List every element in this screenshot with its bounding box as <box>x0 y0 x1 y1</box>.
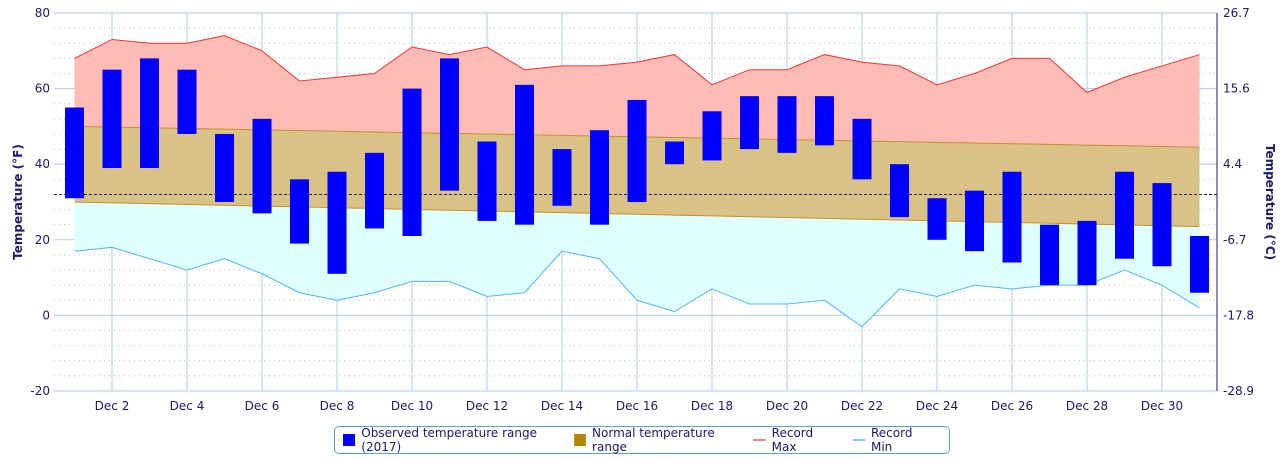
observed-bar <box>252 118 272 214</box>
y-right-tick-label: 4.4 <box>1223 157 1242 171</box>
y-right-tick-label: -28.9 <box>1223 384 1254 398</box>
x-tick-label: Dec 8 <box>320 399 355 413</box>
legend-swatch <box>573 434 587 446</box>
x-tick-label: Dec 30 <box>1141 399 1183 413</box>
legend-record-min[interactable]: Record Min <box>852 426 929 454</box>
y-tick-label: 20 <box>35 233 50 247</box>
legend-swatch <box>343 434 356 446</box>
observed-bar <box>515 84 534 225</box>
y-tick-label: 0 <box>42 308 50 322</box>
legend-observed[interactable]: Observed temperature range (2017) <box>343 426 554 454</box>
x-tick-label: Dec 18 <box>691 399 733 413</box>
y-axis-title-right: Temperature (°C) <box>1263 144 1277 260</box>
observed-bar <box>890 164 909 218</box>
observed-bar <box>777 96 797 153</box>
y-right-tick-label: 15.6 <box>1223 82 1250 96</box>
x-tick-label: Dec 6 <box>245 399 280 413</box>
observed-bar <box>65 107 84 199</box>
legend-label: Record Min <box>870 426 913 454</box>
x-tick-label: Dec 26 <box>991 399 1033 413</box>
legend-normal[interactable]: Normal temperature range <box>573 426 734 454</box>
observed-bar <box>965 190 984 252</box>
y-tick-label: 80 <box>35 6 50 20</box>
x-tick-label: Dec 14 <box>541 399 583 413</box>
y-right-tick-label: -17.8 <box>1223 308 1254 322</box>
y-tick-label: 60 <box>35 82 50 96</box>
legend-swatch <box>852 439 865 441</box>
observed-bar <box>102 69 122 168</box>
observed-bar <box>740 96 759 150</box>
x-tick-label: Dec 10 <box>391 399 433 413</box>
record-max-line <box>74 35 1200 93</box>
x-tick-label: Dec 20 <box>766 399 808 413</box>
y-tick-label: 40 <box>35 157 50 171</box>
legend-label: Normal temperature range <box>592 426 715 454</box>
observed-bar <box>140 58 159 168</box>
observed-bar <box>365 152 384 229</box>
observed-bar <box>215 133 234 202</box>
y-right-tick-label: -6.7 <box>1223 233 1246 247</box>
observed-bar <box>1190 236 1209 293</box>
legend: Observed temperature range (2017) Normal… <box>334 426 950 454</box>
x-tick-label: Dec 2 <box>95 399 130 413</box>
observed-bar <box>927 198 947 240</box>
legend-swatch <box>753 439 766 441</box>
observed-bar <box>590 130 609 225</box>
observed-bar <box>1152 183 1172 267</box>
observed-bar <box>1115 171 1134 259</box>
observed-bar <box>1002 171 1022 263</box>
observed-bar <box>1077 220 1097 286</box>
x-tick-label: Dec 28 <box>1066 399 1108 413</box>
observed-bar <box>665 141 684 165</box>
legend-label: Record Max <box>771 426 814 454</box>
chart-plot: -20 -28.9 0 -17.8 20 -6.7 40 4.4 60 15.6 80 26.7 Dec… <box>11 6 1277 413</box>
observed-bar <box>852 118 872 180</box>
record-max-area <box>74 35 1200 148</box>
x-tick-label: Dec 16 <box>616 399 658 413</box>
x-tick-label: Dec 24 <box>916 399 958 413</box>
y-axis-title: Temperature (°F) <box>11 144 25 260</box>
observed-bar <box>1040 224 1059 286</box>
observed-bar <box>815 96 834 146</box>
x-tick-label: Dec 4 <box>170 399 205 413</box>
observed-bar <box>627 99 647 202</box>
observed-bar <box>440 58 459 191</box>
x-tick-label: Dec 12 <box>466 399 508 413</box>
observed-bar <box>477 141 497 221</box>
observed-bar <box>402 88 422 237</box>
legend-record-max[interactable]: Record Max <box>753 426 832 454</box>
y-right-tick-label: 26.7 <box>1223 6 1250 20</box>
x-tick-label: Dec 22 <box>841 399 883 413</box>
record-min-line <box>74 246 1200 328</box>
observed-bar <box>177 69 197 134</box>
y-tick-label: -20 <box>30 384 50 398</box>
legend-label: Observed temperature range (2017) <box>361 426 537 454</box>
observed-bar <box>702 111 722 161</box>
record-min-area <box>74 202 1200 327</box>
observed-bar <box>327 171 347 274</box>
observed-bar <box>290 179 309 244</box>
observed-bar <box>552 149 572 206</box>
